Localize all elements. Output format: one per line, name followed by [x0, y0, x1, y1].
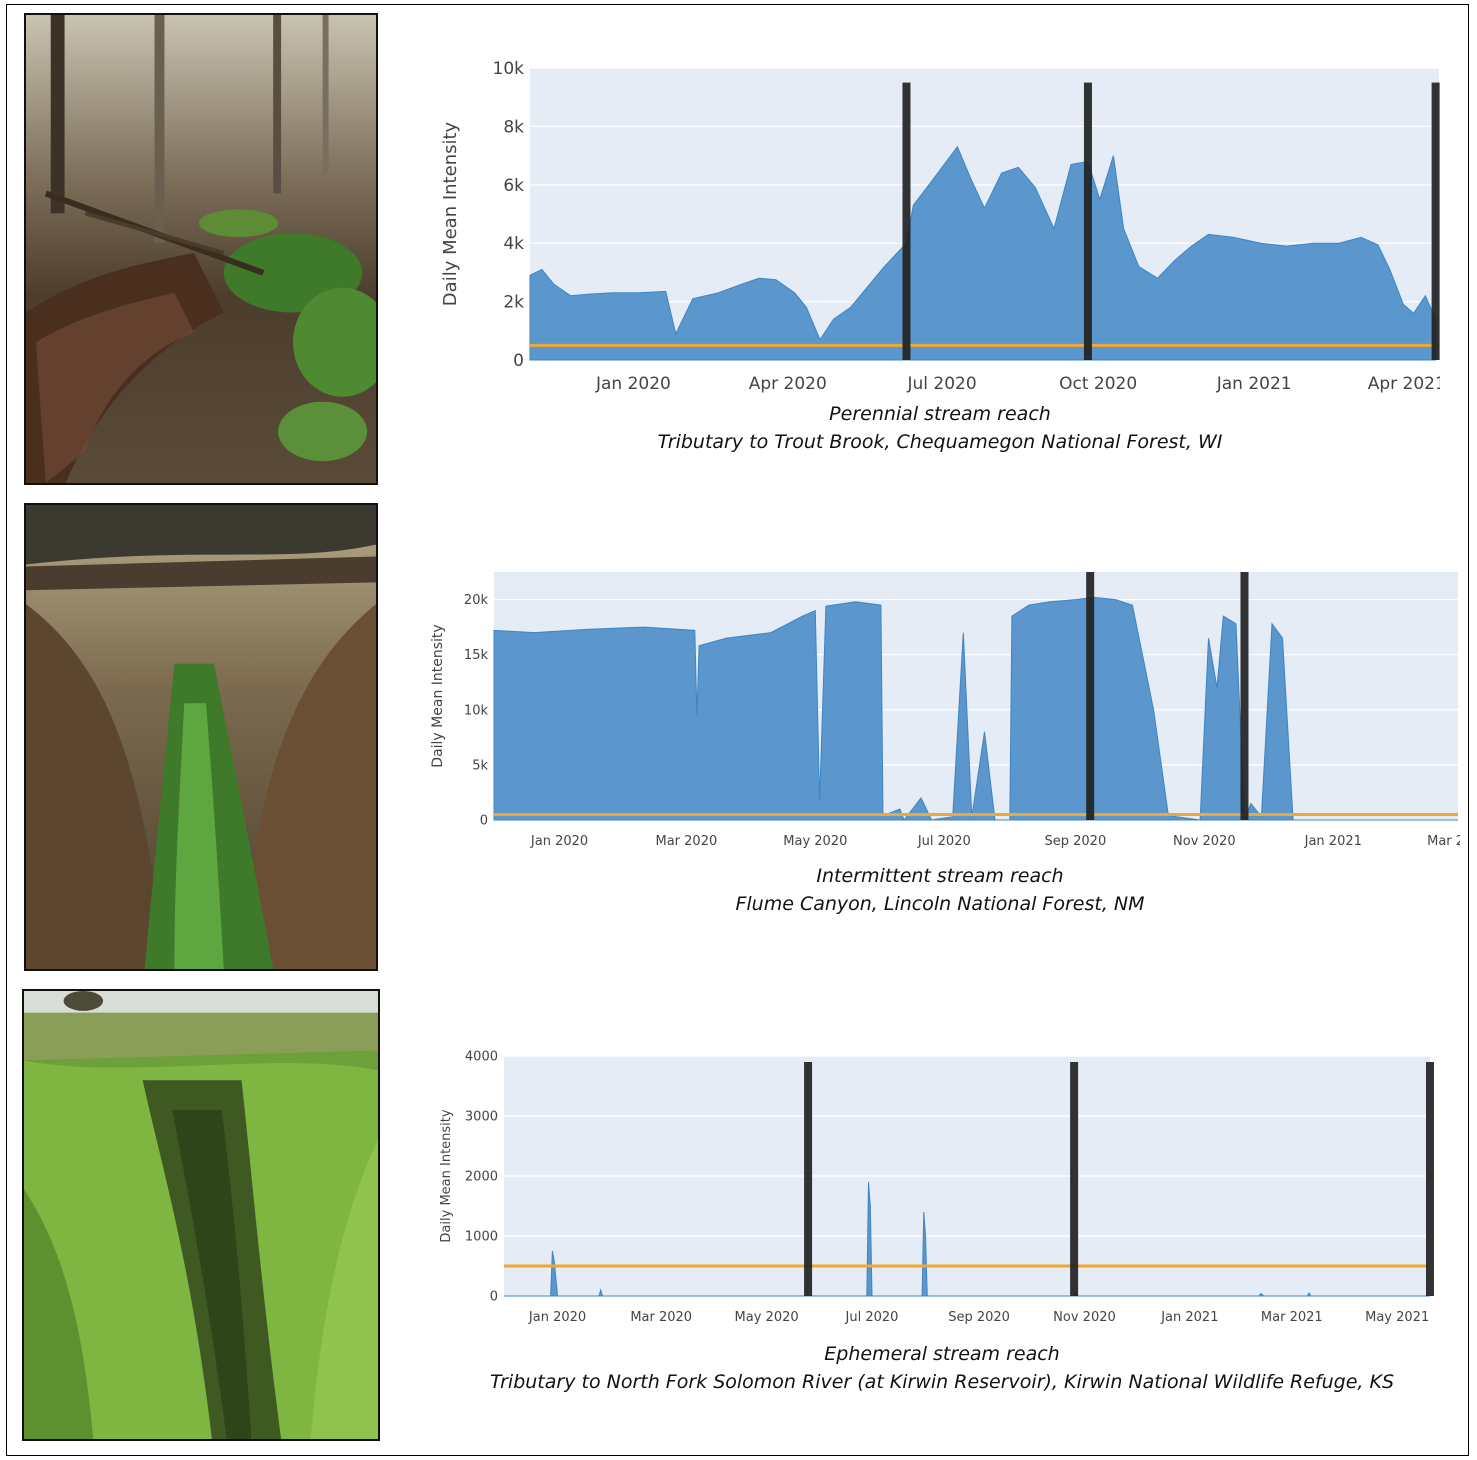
- ephemeral-ylabel: Daily Mean Intensity: [439, 1109, 454, 1242]
- intermittent-ytick-label: 0: [480, 814, 488, 829]
- intermittent-ytick-label: 20k: [464, 593, 489, 608]
- intermittent-xtick-label: Sep 2020: [1045, 834, 1107, 849]
- perennial-xtick-label: Apr 2021: [1368, 374, 1440, 394]
- caption-perennial-line1: Perennial stream reach: [829, 403, 1051, 425]
- perennial-xtick-label: Jul 2020: [907, 374, 977, 394]
- ephemeral-xtick-label: Mar 2020: [630, 1310, 692, 1325]
- caption-intermittent: Intermittent stream reach Flume Canyon, …: [420, 862, 1460, 918]
- ephemeral-marker-bar: [1426, 1062, 1434, 1296]
- caption-perennial-line2: Tributary to Trout Brook, Chequamegon Na…: [657, 431, 1223, 453]
- ephemeral-ytick-label: 1000: [465, 1230, 498, 1245]
- ephemeral-xtick-label: May 2020: [735, 1310, 799, 1325]
- caption-intermittent-line2: Flume Canyon, Lincoln National Forest, N…: [735, 893, 1145, 915]
- perennial-ytick-label: 4k: [503, 234, 524, 254]
- ephemeral-marker-bar: [1070, 1062, 1079, 1296]
- perennial-xtick-label: Apr 2020: [749, 374, 827, 394]
- perennial-marker-bar: [1083, 82, 1092, 360]
- figure-frame: [6, 4, 1469, 1456]
- intermittent-xtick-label: Nov 2020: [1173, 834, 1236, 849]
- perennial-series-area: [529, 145, 1437, 361]
- perennial-ytick-label: 2k: [503, 293, 524, 313]
- intermittent-xtick-label: Jan 2021: [1304, 834, 1362, 849]
- chart-intermittent-svg: 0 5k 10k 15k 20k Jan 2020 Mar 2020 May 2020 Jul …: [430, 572, 1460, 849]
- ephemeral-ytick-label: 0: [490, 1290, 498, 1305]
- ephemeral-xtick-label: Mar 2021: [1261, 1310, 1323, 1325]
- caption-perennial: Perennial stream reach Tributary to Trou…: [420, 400, 1460, 456]
- intermittent-ytick-label: 5k: [472, 758, 488, 773]
- intermittent-xtick-label: Jul 2020: [917, 834, 971, 849]
- caption-ephemeral-line2: Tributary to North Fork Solomon River (a…: [489, 1371, 1395, 1393]
- forest-stream-photo: [24, 13, 378, 485]
- intermittent-marker-bar: [1086, 572, 1095, 820]
- perennial-xtick-label: Jan 2021: [1216, 374, 1292, 394]
- intermittent-ylabel: Daily Mean Intensity: [430, 624, 446, 767]
- perennial-xtick-label: Oct 2020: [1059, 374, 1137, 394]
- chart-ephemeral: 0 1000 2000 3000 4000 Jan 2020 Mar 2020 May 202…: [420, 1050, 1460, 1340]
- intermittent-xtick-label: Mar 2021: [1427, 834, 1460, 849]
- chart-ephemeral-svg: 0 1000 2000 3000 4000 Jan 2020 Mar 2020 May 202…: [439, 1050, 1434, 1325]
- canyon-stream-photo: [24, 503, 378, 971]
- chart-intermittent: 0 5k 10k 15k 20k Jan 2020 Mar 2020 May 2020 Jul …: [420, 562, 1460, 860]
- perennial-xtick-label: Jan 2020: [595, 374, 671, 394]
- ephemeral-ytick-label: 3000: [465, 1110, 498, 1125]
- intermittent-ytick-label: 15k: [464, 648, 489, 663]
- perennial-ytick-label: 10k: [493, 59, 525, 79]
- chart-perennial: 0 2k 4k 6k 8k 10k Jan 2020 Apr 2020 Jul 2020 Oct …: [420, 50, 1440, 410]
- ephemeral-ytick-label: 4000: [465, 1050, 498, 1065]
- intermittent-xtick-label: Mar 2020: [656, 834, 718, 849]
- ephemeral-marker-bar: [804, 1062, 813, 1296]
- perennial-ytick-label: 6k: [503, 176, 524, 196]
- perennial-marker-bar: [902, 82, 911, 360]
- grassland-channel-photo: [22, 989, 380, 1441]
- perennial-marker-bar: [1431, 82, 1440, 360]
- ephemeral-ytick-label: 2000: [465, 1170, 498, 1185]
- ephemeral-xtick-label: Jan 2020: [528, 1310, 586, 1325]
- caption-intermittent-line1: Intermittent stream reach: [816, 865, 1064, 887]
- intermittent-xtick-label: May 2020: [783, 834, 847, 849]
- intermittent-ytick-label: 10k: [464, 703, 489, 718]
- caption-ephemeral: Ephemeral stream reach Tributary to Nort…: [412, 1340, 1472, 1396]
- perennial-ytick-label: 8k: [503, 117, 524, 137]
- ephemeral-xtick-label: Jul 2020: [845, 1310, 899, 1325]
- perennial-ylabel: Daily Mean Intensity: [440, 121, 461, 306]
- ephemeral-xtick-label: Nov 2020: [1053, 1310, 1116, 1325]
- ephemeral-series-area: [504, 1181, 1430, 1297]
- intermittent-xtick-label: Jan 2020: [530, 834, 588, 849]
- intermittent-marker-bar: [1240, 572, 1249, 820]
- ephemeral-xtick-label: Sep 2020: [948, 1310, 1010, 1325]
- chart-perennial-svg: 0 2k 4k 6k 8k 10k Jan 2020 Apr 2020 Jul 2020 Oct …: [440, 59, 1440, 394]
- ephemeral-xtick-label: May 2021: [1365, 1310, 1429, 1325]
- ephemeral-xtick-label: Jan 2021: [1160, 1310, 1218, 1325]
- perennial-ytick-label: 0: [513, 351, 524, 371]
- caption-ephemeral-line1: Ephemeral stream reach: [824, 1343, 1060, 1365]
